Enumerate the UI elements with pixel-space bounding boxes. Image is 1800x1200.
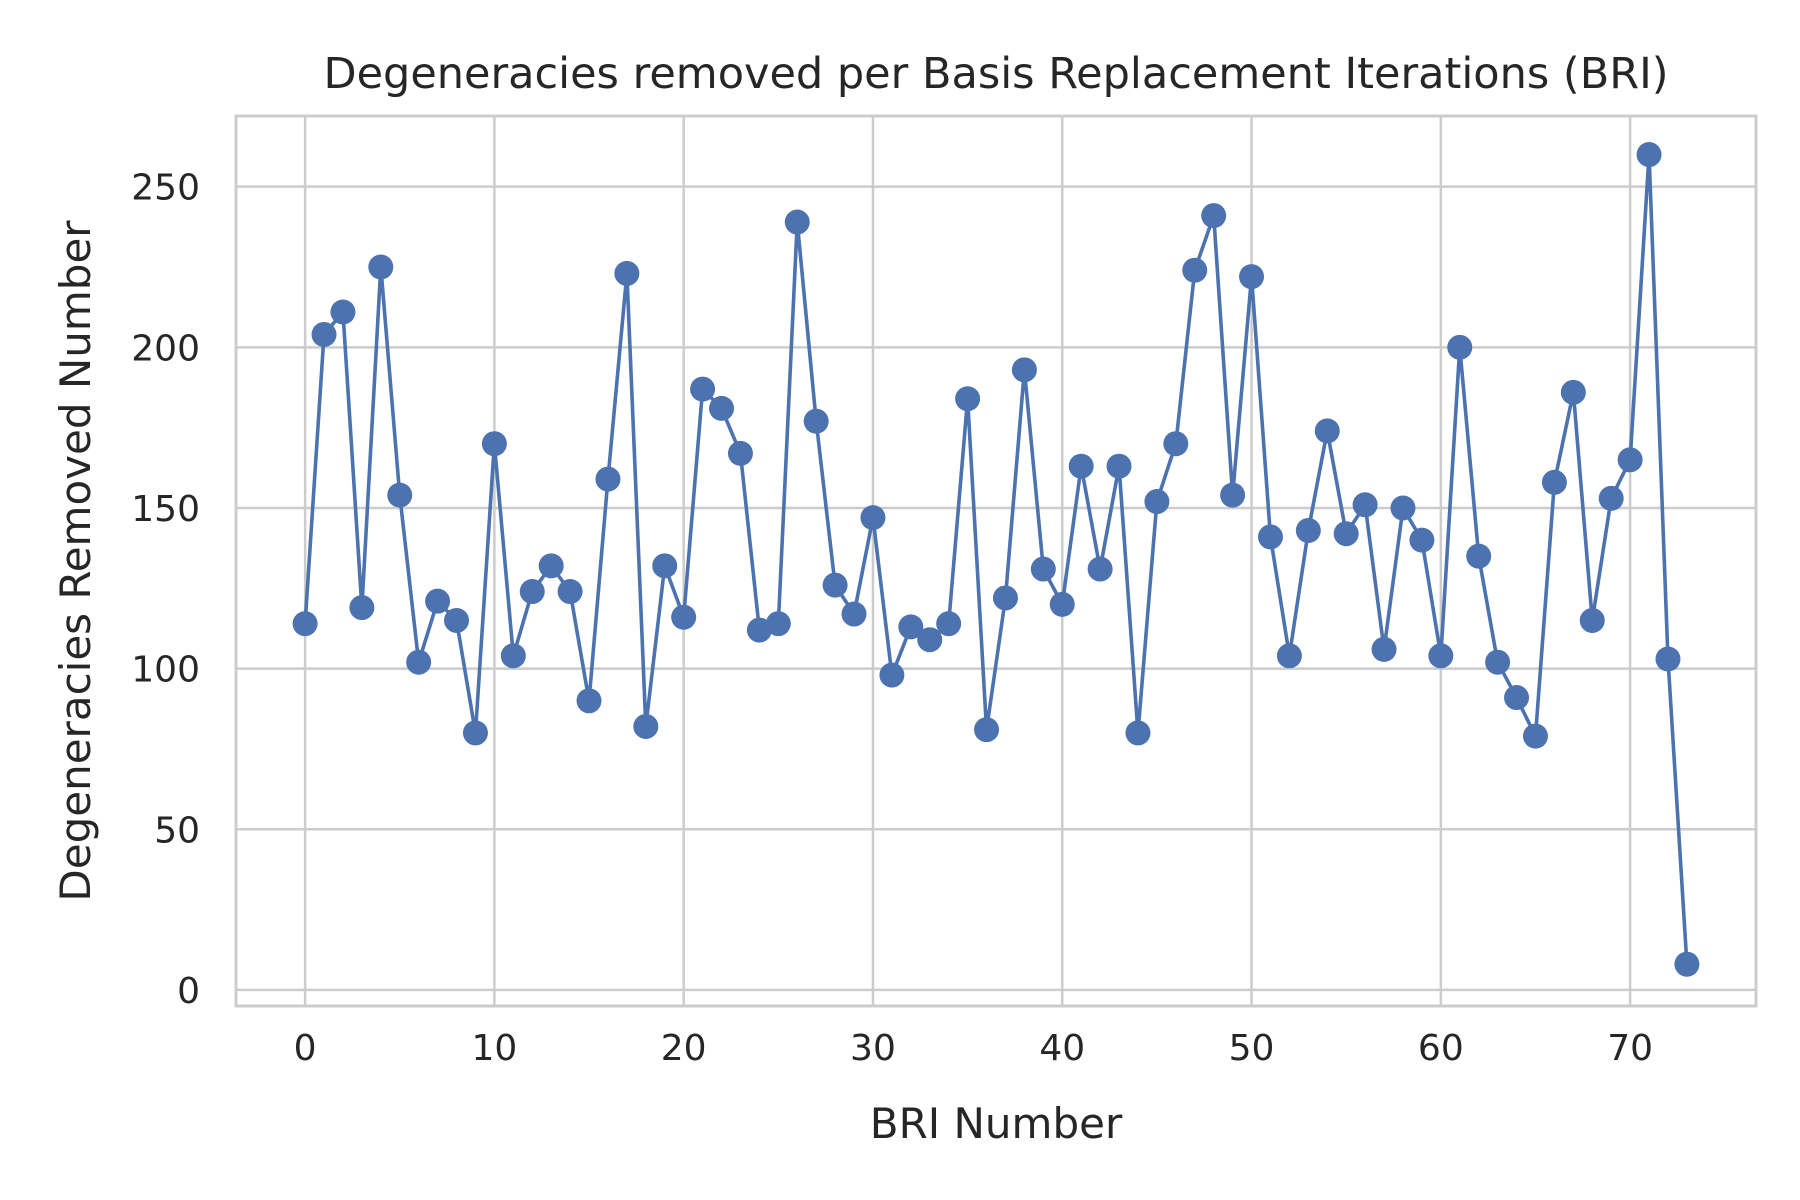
- data-point: [879, 662, 905, 688]
- data-point: [1087, 556, 1113, 582]
- data-point: [538, 553, 564, 579]
- y-axis-label: Degeneracies Removed Number: [51, 220, 100, 902]
- data-point: [595, 466, 621, 492]
- data-point: [1409, 527, 1435, 553]
- grid-lines: [236, 116, 1756, 1006]
- data-point: [1068, 453, 1094, 479]
- data-point: [1163, 431, 1189, 457]
- x-tick-label: 60: [1418, 1028, 1464, 1069]
- chart-title: Degeneracies removed per Basis Replaceme…: [323, 49, 1668, 99]
- data-point: [1257, 524, 1283, 550]
- data-point: [1352, 492, 1378, 518]
- data-point: [1220, 482, 1246, 508]
- data-point: [1617, 447, 1643, 473]
- data-point: [1447, 334, 1473, 360]
- data-point: [955, 386, 981, 412]
- x-tick-label: 10: [471, 1028, 517, 1069]
- data-point: [822, 572, 848, 598]
- plot-frame: [234, 114, 1758, 1008]
- data-point: [1504, 685, 1530, 711]
- data-point: [519, 579, 545, 605]
- data-point: [709, 395, 735, 421]
- data-point: [1579, 607, 1605, 633]
- x-axis-label: BRI Number: [870, 1099, 1123, 1148]
- tick-labels: 0 10 20 30 40 50 60 70 0 50 100 150 200 250: [131, 168, 1653, 1069]
- data-point: [690, 376, 716, 402]
- x-tick-label: 30: [850, 1028, 896, 1069]
- data-point: [462, 720, 488, 746]
- data-point: [1485, 649, 1511, 675]
- data-point: [1295, 517, 1321, 543]
- x-tick-label: 20: [661, 1028, 707, 1069]
- data-point: [1598, 485, 1624, 511]
- data-point: [803, 408, 829, 434]
- data-point: [1674, 951, 1700, 977]
- data-point: [671, 604, 697, 630]
- y-tick-label: 200: [131, 328, 200, 369]
- data-point: [1636, 142, 1662, 168]
- data-point: [860, 505, 886, 531]
- data-point: [1541, 469, 1567, 495]
- data-point: [500, 643, 526, 669]
- data-point: [368, 254, 394, 280]
- data-point: [1522, 723, 1548, 749]
- data-point: [349, 595, 375, 621]
- data-point: [974, 717, 1000, 743]
- data-point: [387, 482, 413, 508]
- data-point: [1655, 646, 1681, 672]
- data-point: [765, 611, 791, 637]
- x-tick-label: 50: [1229, 1028, 1275, 1069]
- data-point: [425, 588, 451, 614]
- data-point: [917, 627, 943, 653]
- data-point: [1144, 489, 1170, 515]
- x-tick-label: 0: [294, 1028, 317, 1069]
- data-point: [557, 579, 583, 605]
- data-point: [1276, 643, 1302, 669]
- data-point: [652, 553, 678, 579]
- data-point: [784, 209, 810, 235]
- data-point: [992, 585, 1018, 611]
- data-point: [1371, 636, 1397, 662]
- data-point: [1466, 543, 1492, 569]
- data-point: [936, 611, 962, 637]
- data-point: [1560, 379, 1586, 405]
- data-series: [292, 142, 1700, 977]
- x-tick-label: 40: [1039, 1028, 1085, 1069]
- data-point: [1011, 357, 1037, 383]
- data-point: [576, 688, 602, 714]
- y-tick-label: 50: [154, 810, 200, 851]
- data-point: [1049, 591, 1075, 617]
- data-point: [481, 431, 507, 457]
- y-tick-label: 0: [177, 971, 200, 1012]
- data-point: [1106, 453, 1132, 479]
- data-point: [1428, 643, 1454, 669]
- data-point: [1314, 418, 1340, 444]
- data-point: [1390, 495, 1416, 521]
- data-point: [406, 649, 432, 675]
- data-point: [330, 299, 356, 325]
- data-point: [1182, 257, 1208, 283]
- data-point: [898, 614, 924, 640]
- data-point: [1030, 556, 1056, 582]
- data-point: [311, 321, 337, 347]
- data-point: [841, 601, 867, 627]
- data-point: [1333, 521, 1359, 547]
- y-tick-label: 250: [131, 168, 200, 209]
- data-point: [292, 611, 318, 637]
- y-tick-label: 150: [131, 489, 200, 530]
- y-tick-label: 100: [131, 650, 200, 691]
- data-point: [1201, 203, 1227, 229]
- data-point: [727, 440, 753, 466]
- data-point: [444, 607, 470, 633]
- data-point: [746, 617, 772, 643]
- data-point: [1239, 264, 1265, 290]
- data-point: [614, 260, 640, 286]
- x-tick-label: 70: [1607, 1028, 1653, 1069]
- data-point: [633, 713, 659, 739]
- data-point: [1125, 720, 1151, 746]
